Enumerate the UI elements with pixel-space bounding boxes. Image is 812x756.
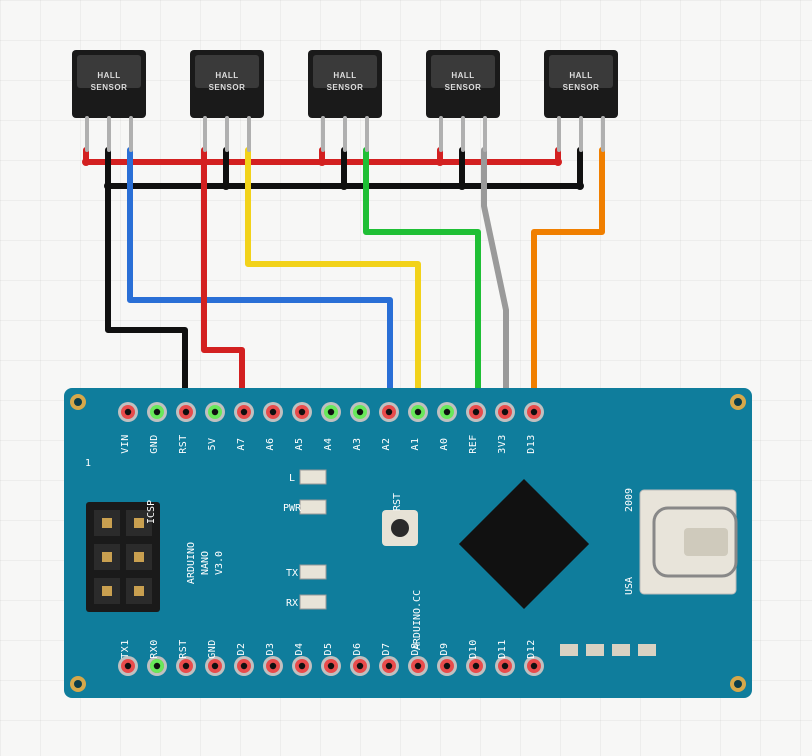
wire-junction	[458, 182, 466, 190]
sensor-label: HALL	[451, 71, 474, 80]
board-name: V3.0	[214, 551, 225, 575]
wire-gnd-bus	[108, 150, 580, 186]
hall-sensor-3: HALL SENSOR	[308, 50, 382, 150]
sensor-label: SENSOR	[209, 83, 246, 92]
wire-junction	[318, 158, 326, 166]
led-l	[300, 470, 326, 484]
pin-label: TX1	[120, 639, 131, 659]
led-rx	[300, 595, 326, 609]
led-label: TX	[286, 568, 298, 579]
wire-junction	[436, 158, 444, 166]
pin-label: D4	[294, 642, 305, 655]
pin-label: D11	[497, 639, 508, 659]
pin-label: 5V	[207, 437, 218, 450]
smd-cap	[560, 644, 578, 656]
pin-label: A1	[410, 437, 421, 450]
smd-cap	[638, 644, 656, 656]
sensor-label: SENSOR	[563, 83, 600, 92]
pin-label: RST	[178, 434, 189, 454]
pin-label: D12	[526, 639, 537, 659]
sensor-label: SENSOR	[91, 83, 128, 92]
usa-label: USA	[624, 577, 635, 595]
arduino-cc-label: ARDUINO.CC	[412, 590, 423, 650]
year-label: 2009	[624, 488, 635, 512]
sensor-label: SENSOR	[445, 83, 482, 92]
led-label: L	[289, 473, 295, 484]
icsp-label: ICSP	[146, 500, 157, 524]
reset-label: RST	[392, 493, 403, 511]
pin-label: A7	[236, 437, 247, 450]
pin-label: D9	[439, 642, 450, 655]
hall-sensor-2: HALL SENSOR	[190, 50, 264, 150]
hall-sensor-1: HALL SENSOR	[72, 50, 146, 150]
board-name: ARDUINO	[186, 542, 197, 584]
pin-label: D13	[526, 434, 537, 454]
sensor-label: HALL	[569, 71, 592, 80]
wire-junction	[82, 158, 90, 166]
wire-junction	[222, 182, 230, 190]
wire-junction	[554, 158, 562, 166]
smd-cap	[612, 644, 630, 656]
pin-label: A2	[381, 437, 392, 450]
sensor-label: SENSOR	[327, 83, 364, 92]
wire-gnd-drop	[108, 186, 185, 405]
pin-label: VIN	[120, 434, 131, 454]
pin-label: D10	[468, 639, 479, 659]
wiring-diagram: HALL SENSOR HALL SENSOR HALL SENSOR HALL SENSOR…	[0, 0, 812, 756]
sensor-label: HALL	[215, 71, 238, 80]
sensor-label: HALL	[333, 71, 356, 80]
pin-label: A3	[352, 437, 363, 450]
pin-label: A6	[265, 437, 276, 450]
pin-label: 3V3	[497, 434, 508, 454]
pin-label: D6	[352, 642, 363, 655]
pin-label: A4	[323, 437, 334, 450]
pin-label: RX0	[149, 639, 160, 659]
pin-label: REF	[468, 434, 479, 454]
wire-junction	[576, 182, 584, 190]
hall-sensor-4: HALL SENSOR	[426, 50, 500, 150]
led-tx	[300, 565, 326, 579]
hall-sensor-5: HALL SENSOR	[544, 50, 618, 150]
wire-junction	[104, 182, 112, 190]
wire-vcc-drop	[204, 162, 242, 405]
pin-label: D3	[265, 642, 276, 655]
pin-label: GND	[149, 434, 160, 454]
pin-label: A5	[294, 437, 305, 450]
led-label: PWR	[283, 503, 302, 514]
smd-cap	[586, 644, 604, 656]
led-pwr	[300, 500, 326, 514]
pin-label: GND	[207, 639, 218, 659]
sensor-label: HALL	[97, 71, 120, 80]
wire-junction	[340, 182, 348, 190]
pin-label: D7	[381, 642, 392, 655]
wire-junction	[200, 158, 208, 166]
led-label: RX	[286, 598, 298, 609]
board-name: NANO	[200, 551, 211, 575]
pin-label: D5	[323, 642, 334, 655]
pin1-mark: 1	[85, 458, 91, 469]
pin-label: D2	[236, 642, 247, 655]
pin-label: RST	[178, 639, 189, 659]
pin-label: A0	[439, 437, 450, 450]
